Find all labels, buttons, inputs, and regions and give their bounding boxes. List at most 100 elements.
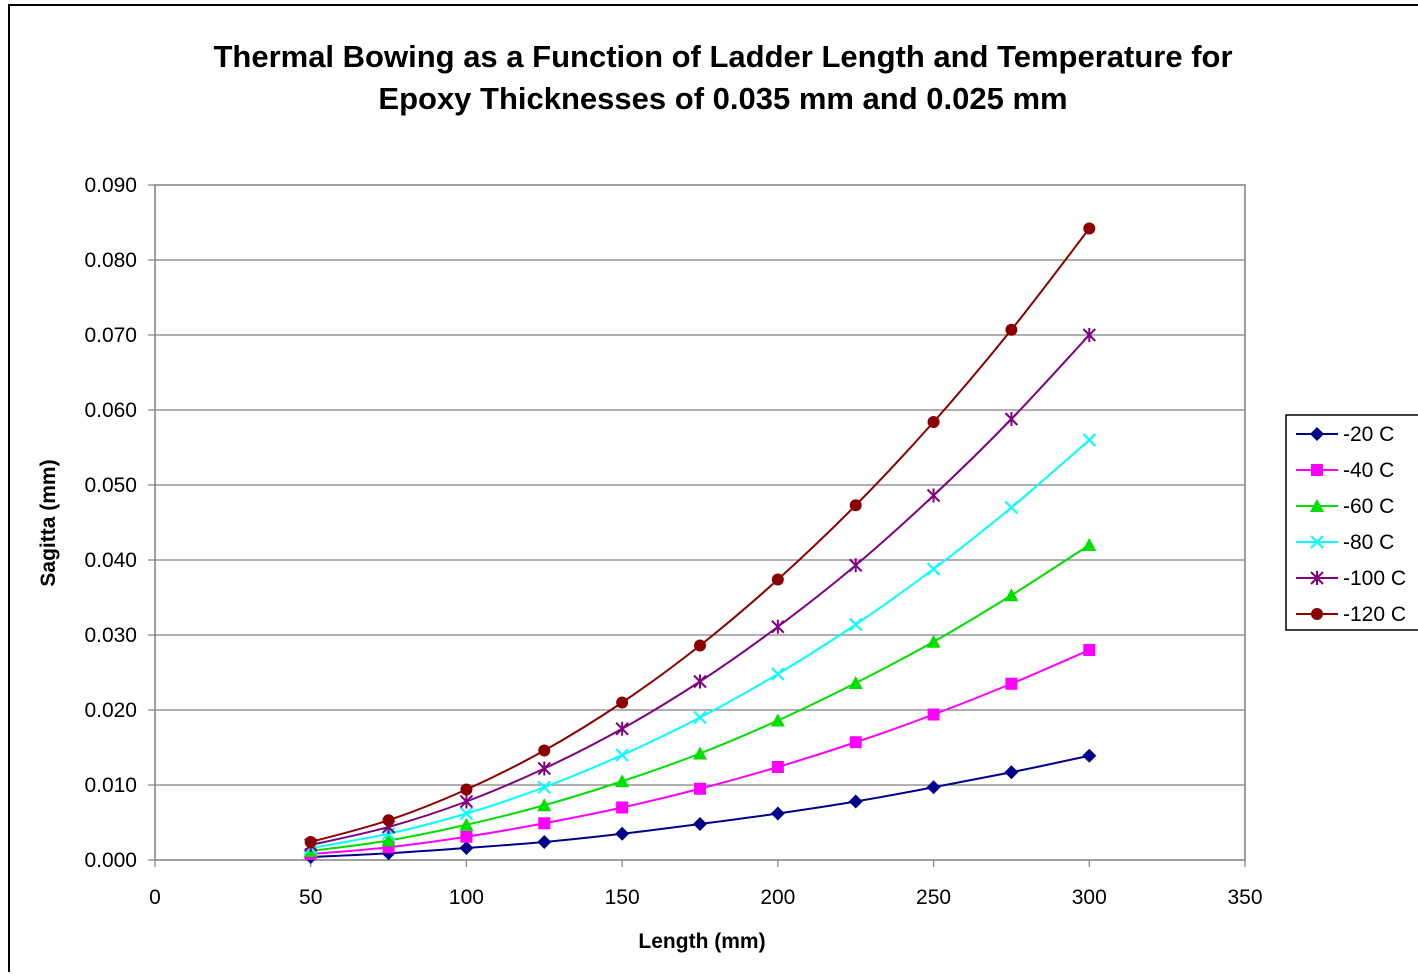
data-point: [537, 835, 552, 849]
legend-label: -60 C: [1343, 495, 1394, 518]
data-point: [460, 830, 473, 843]
data-point: [1082, 748, 1097, 763]
data-point: [1004, 765, 1019, 780]
legend-label: -120 C: [1343, 603, 1406, 626]
axes: 0.000 0.010 0.020 0.030 0.040 0.050 0.060 0.070…: [84, 174, 1262, 909]
data-point: [615, 826, 630, 841]
chart-title-line-2: Epoxy Thicknesses of 0.035 mm and 0.025 …: [378, 81, 1067, 116]
data-point: [771, 761, 784, 773]
y-tick-label: 0.020: [84, 699, 137, 722]
legend-item: -120 C: [1296, 603, 1406, 626]
series-3: [303, 538, 1097, 857]
data-point: [537, 761, 551, 776]
data-point: [693, 674, 707, 689]
data-point: [1004, 500, 1019, 515]
chart-title-line-1: Thermal Bowing as a Function of Ladder L…: [213, 39, 1232, 74]
legend-marker: [1311, 464, 1323, 476]
x-tick-label: 200: [760, 886, 795, 909]
x-tick-label: 100: [449, 886, 484, 909]
data-point: [926, 780, 941, 795]
y-tick-label: 0.060: [84, 399, 137, 422]
y-tick-label: 0.000: [84, 849, 137, 872]
data-point: [926, 488, 941, 503]
x-tick-label: 300: [1072, 886, 1107, 909]
legend-marker: [1310, 535, 1324, 549]
y-axis-title: Sagitta (mm): [37, 459, 60, 586]
series-5: [304, 328, 1096, 852]
legend-item: -60 C: [1296, 495, 1394, 518]
data-point: [460, 783, 473, 796]
data-point: [848, 676, 863, 689]
data-point: [1004, 588, 1019, 602]
data-point: [537, 780, 551, 794]
data-point: [848, 794, 863, 809]
data-point: [1082, 538, 1097, 551]
y-tick-label: 0.030: [84, 624, 137, 647]
legend: -20 C -40 C -60 C -80 C -100 C -120 C: [1285, 414, 1418, 631]
series-line: [310, 439, 1090, 849]
data-point: [1082, 328, 1096, 342]
data-point: [693, 817, 707, 831]
data-point: [849, 499, 862, 512]
data-point: [770, 713, 785, 727]
data-point: [693, 710, 707, 725]
series-group: [303, 222, 1097, 864]
legend-item: -100 C: [1296, 567, 1406, 590]
data-point: [459, 841, 474, 855]
series-line: [310, 227, 1091, 843]
legend-item: -40 C: [1296, 459, 1394, 482]
data-point: [304, 836, 317, 848]
data-point: [1005, 323, 1018, 336]
legend-marker: [1311, 608, 1323, 620]
data-point: [1005, 677, 1018, 690]
data-point: [616, 801, 629, 814]
legend-label: -80 C: [1343, 531, 1394, 554]
x-tick-label: 150: [605, 886, 640, 909]
data-point: [771, 667, 785, 681]
x-axis-title: Length (mm): [638, 930, 765, 953]
data-point: [381, 833, 396, 847]
data-point: [770, 806, 785, 821]
gridlines: [155, 259, 1245, 786]
data-point: [1083, 644, 1096, 656]
series-1: [303, 748, 1097, 864]
chart-border: [8, 4, 1418, 977]
plot-area: [154, 184, 1246, 861]
x-tick-label: 0: [149, 886, 161, 909]
y-tick-label: 0.080: [84, 249, 137, 272]
y-tick-label: 0.090: [84, 174, 137, 197]
data-point: [927, 416, 940, 428]
data-point: [538, 817, 551, 830]
legend-marker: [1310, 571, 1324, 585]
data-point: [537, 798, 552, 812]
x-tick-label: 50: [299, 886, 322, 909]
data-point: [615, 748, 629, 762]
legend-box: [1285, 414, 1418, 631]
data-point: [1083, 222, 1096, 235]
y-tick-label: 0.070: [84, 324, 137, 347]
data-point: [616, 696, 629, 709]
data-point: [459, 794, 474, 809]
series-line: [310, 544, 1090, 852]
x-tick-label: 350: [1227, 886, 1262, 909]
legend-label: -40 C: [1343, 459, 1394, 482]
data-point: [694, 639, 706, 652]
data-point: [615, 774, 630, 788]
legend-item: -80 C: [1296, 531, 1394, 554]
data-point: [1004, 412, 1019, 426]
data-point: [849, 558, 863, 573]
legend-marker: [1310, 499, 1324, 512]
data-point: [1082, 433, 1096, 447]
series-line: [310, 334, 1091, 846]
legend-item: -20 C: [1296, 423, 1394, 446]
data-point: [849, 736, 862, 749]
data-point: [694, 782, 706, 795]
data-point: [538, 744, 551, 757]
data-point: [615, 721, 629, 736]
series-line: [310, 649, 1090, 855]
data-point: [771, 573, 784, 586]
data-point: [382, 814, 395, 827]
y-tick-label: 0.050: [84, 474, 137, 497]
data-point: [693, 746, 707, 760]
